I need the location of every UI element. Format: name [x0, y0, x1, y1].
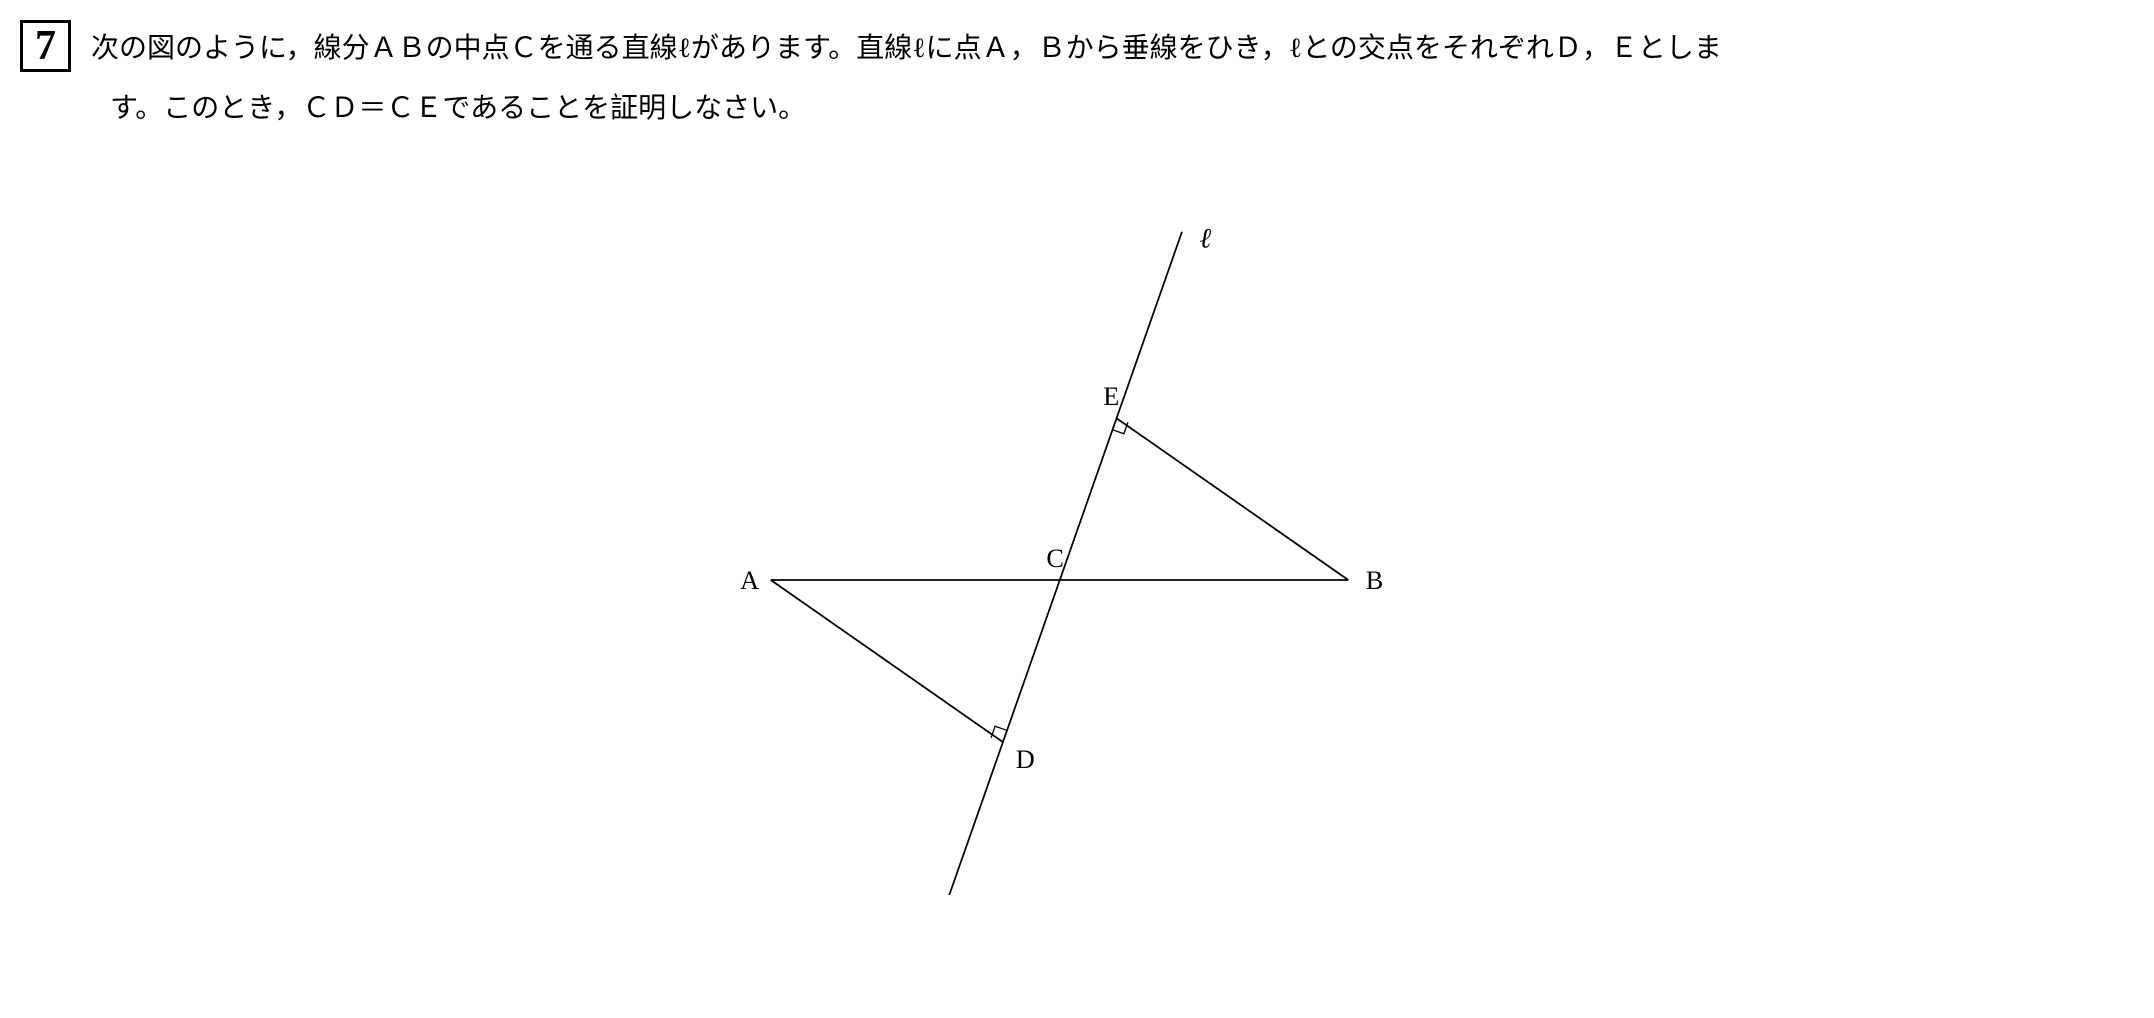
label-ell: ℓ [1200, 223, 1212, 254]
label-C: C [1046, 544, 1064, 573]
problem-text-line2: す。このとき，ＣＤ＝ＣＥであることを証明しなさい。 [110, 84, 2134, 134]
geometry-figure: A B C D E ℓ [577, 195, 1577, 895]
label-D: D [1016, 745, 1035, 774]
problem-text-line1: 次の図のように，線分ＡＢの中点Ｃを通る直線ℓがあります。直線ℓに点Ａ，Ｂから垂線… [91, 20, 2134, 74]
figure-container: A B C D E ℓ [20, 195, 2134, 895]
segment-AD [771, 580, 1003, 742]
segment-BE [1116, 418, 1348, 580]
problem-number: 7 [35, 23, 56, 69]
label-E: E [1103, 382, 1119, 411]
problem-header: 7 次の図のように，線分ＡＢの中点Ｃを通る直線ℓがあります。直線ℓに点Ａ，Ｂから… [20, 20, 2134, 74]
problem-number-box: 7 [20, 20, 71, 72]
label-B: B [1366, 566, 1384, 595]
label-A: A [740, 566, 759, 595]
